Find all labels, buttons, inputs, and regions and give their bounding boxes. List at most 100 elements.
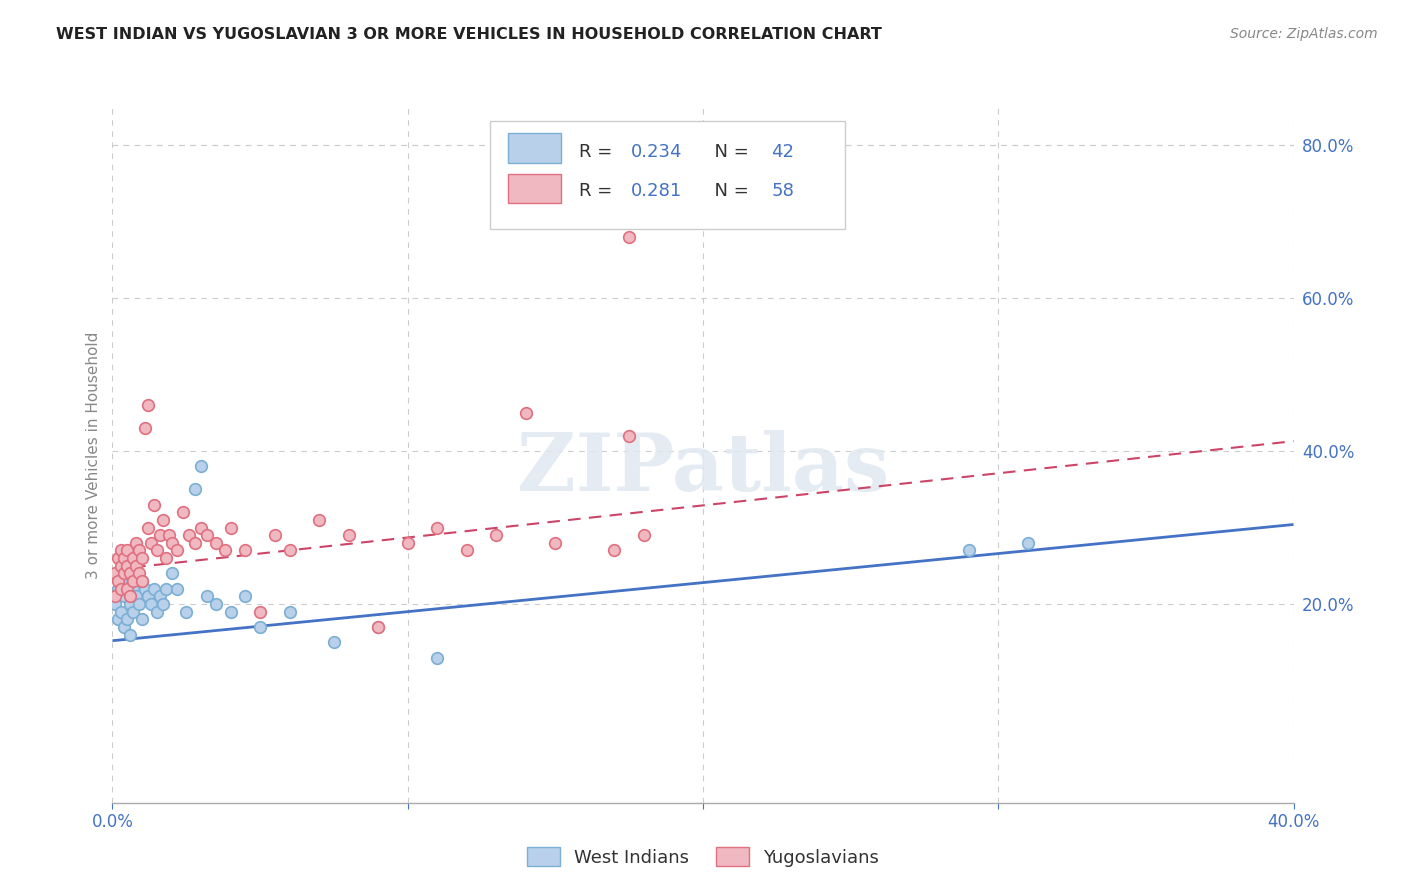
Point bbox=[633, 528, 655, 542]
Point bbox=[308, 513, 330, 527]
Text: ZIPatlas: ZIPatlas bbox=[517, 430, 889, 508]
FancyBboxPatch shape bbox=[508, 174, 561, 203]
Point bbox=[233, 543, 256, 558]
Point bbox=[195, 528, 218, 542]
Point bbox=[120, 597, 142, 611]
Point bbox=[128, 566, 150, 581]
Point bbox=[337, 528, 360, 542]
Point bbox=[117, 543, 138, 558]
Point bbox=[149, 590, 172, 604]
Point bbox=[120, 590, 142, 604]
Point bbox=[184, 483, 207, 497]
Point bbox=[107, 574, 129, 588]
Point bbox=[205, 536, 228, 550]
Point bbox=[131, 612, 153, 626]
Point bbox=[152, 597, 174, 611]
Point bbox=[146, 543, 169, 558]
Point bbox=[128, 597, 150, 611]
Point bbox=[160, 536, 183, 550]
Point bbox=[125, 590, 148, 604]
Point bbox=[179, 528, 201, 542]
Point bbox=[110, 543, 132, 558]
Text: N =: N = bbox=[703, 182, 755, 200]
Point bbox=[117, 612, 138, 626]
Point bbox=[112, 566, 135, 581]
Point bbox=[149, 528, 172, 542]
Point bbox=[278, 543, 301, 558]
Point bbox=[125, 536, 148, 550]
Point bbox=[264, 528, 287, 542]
Point bbox=[619, 429, 641, 443]
Text: 0.281: 0.281 bbox=[631, 182, 682, 200]
Point bbox=[107, 612, 129, 626]
Point bbox=[125, 558, 148, 573]
Point bbox=[117, 582, 138, 596]
Point bbox=[485, 528, 508, 542]
Text: WEST INDIAN VS YUGOSLAVIAN 3 OR MORE VEHICLES IN HOUSEHOLD CORRELATION CHART: WEST INDIAN VS YUGOSLAVIAN 3 OR MORE VEH… bbox=[56, 27, 882, 42]
Point bbox=[367, 620, 389, 634]
Point bbox=[136, 590, 159, 604]
Point bbox=[131, 574, 153, 588]
Point bbox=[134, 582, 156, 596]
Point bbox=[219, 520, 242, 534]
FancyBboxPatch shape bbox=[508, 134, 561, 162]
Point bbox=[233, 590, 256, 604]
Point bbox=[142, 498, 165, 512]
Point bbox=[166, 582, 188, 596]
Point bbox=[136, 520, 159, 534]
Point bbox=[219, 605, 242, 619]
Point bbox=[278, 605, 301, 619]
Point bbox=[131, 551, 153, 566]
FancyBboxPatch shape bbox=[491, 121, 845, 229]
Point bbox=[120, 627, 142, 641]
Point bbox=[174, 605, 197, 619]
Point bbox=[139, 597, 162, 611]
Point bbox=[104, 590, 127, 604]
Point bbox=[122, 605, 145, 619]
Point bbox=[117, 558, 138, 573]
Point bbox=[1017, 536, 1039, 550]
Text: N =: N = bbox=[703, 143, 755, 161]
Point bbox=[110, 558, 132, 573]
Point bbox=[214, 543, 236, 558]
Point bbox=[367, 620, 389, 634]
Point bbox=[323, 635, 346, 649]
Point bbox=[184, 536, 207, 550]
Point bbox=[139, 536, 162, 550]
Point bbox=[146, 605, 169, 619]
Point bbox=[515, 406, 537, 420]
Text: 58: 58 bbox=[772, 182, 794, 200]
Text: 0.234: 0.234 bbox=[631, 143, 682, 161]
Point bbox=[456, 543, 478, 558]
Text: R =: R = bbox=[579, 182, 619, 200]
Text: 42: 42 bbox=[772, 143, 794, 161]
Point bbox=[396, 536, 419, 550]
Point bbox=[120, 566, 142, 581]
Point bbox=[172, 505, 194, 519]
Point bbox=[142, 582, 165, 596]
Point bbox=[107, 582, 129, 596]
Point bbox=[957, 543, 980, 558]
Point bbox=[619, 230, 641, 244]
Point bbox=[152, 513, 174, 527]
Point bbox=[544, 536, 567, 550]
Point bbox=[190, 520, 212, 534]
Point bbox=[117, 558, 138, 573]
Point bbox=[128, 543, 150, 558]
Point bbox=[117, 582, 138, 596]
Point bbox=[166, 543, 188, 558]
Point bbox=[249, 620, 271, 634]
Point bbox=[112, 590, 135, 604]
Point bbox=[157, 528, 180, 542]
Point bbox=[122, 574, 145, 588]
Point bbox=[155, 582, 177, 596]
Text: Source: ZipAtlas.com: Source: ZipAtlas.com bbox=[1230, 27, 1378, 41]
Point bbox=[131, 574, 153, 588]
Point bbox=[426, 520, 449, 534]
Point bbox=[104, 597, 127, 611]
Point bbox=[134, 421, 156, 435]
Point bbox=[155, 551, 177, 566]
Point bbox=[190, 459, 212, 474]
Point bbox=[195, 590, 218, 604]
Point bbox=[249, 605, 271, 619]
